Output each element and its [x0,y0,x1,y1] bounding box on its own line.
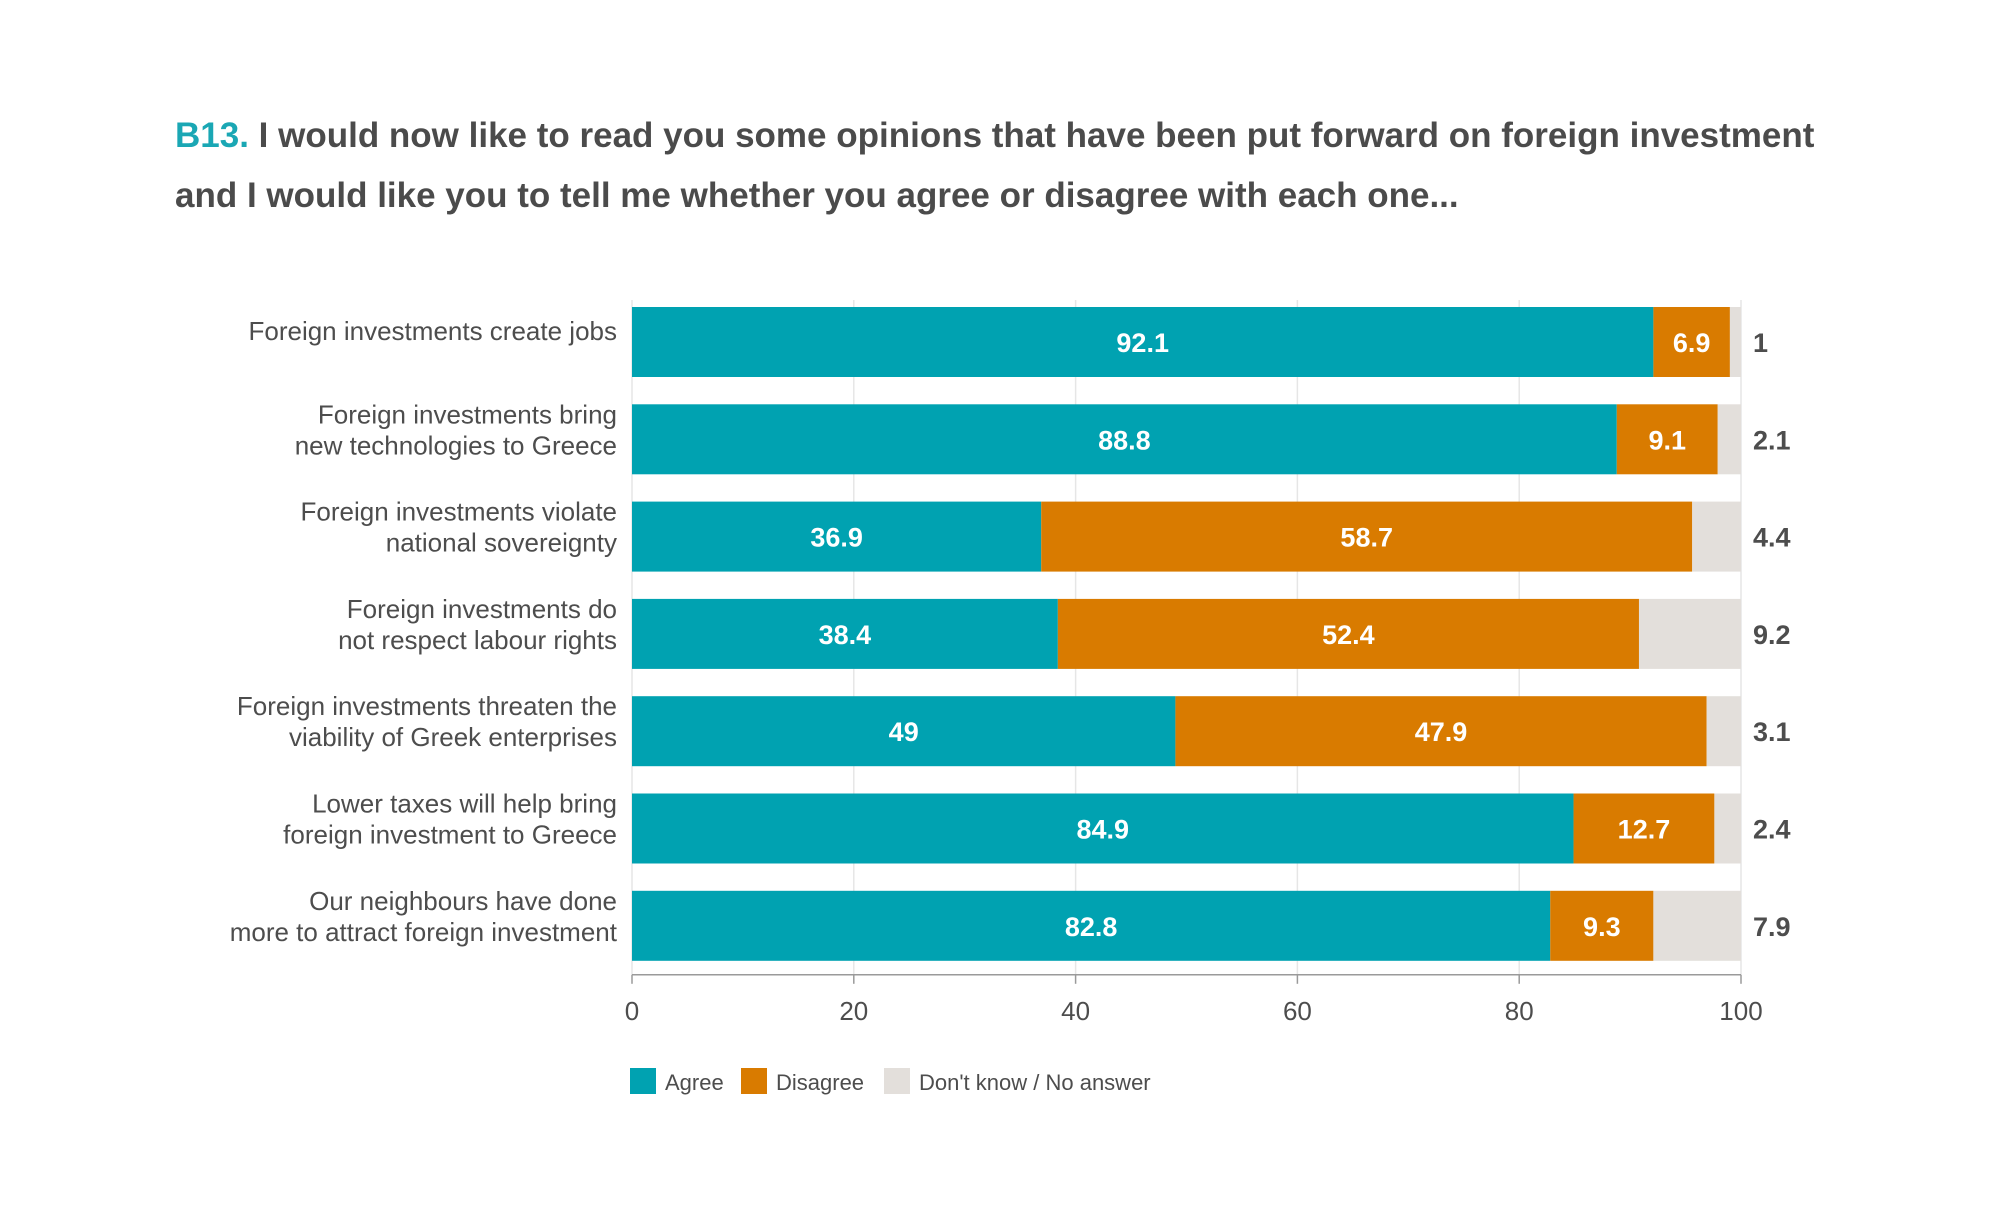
data-label: 84.9 [1076,815,1129,845]
bar-segment-disagree [1057,598,1639,669]
category-label: Foreign investments do [347,594,617,624]
data-label: 52.4 [1322,620,1375,650]
bar-segment-disagree [1041,501,1693,572]
data-label: 9.2 [1753,620,1791,650]
category-label: Our neighbours have done [309,886,617,916]
category-label: Foreign investments bring [318,399,617,429]
bar-segment-don-t-know-no-answer [1653,890,1741,961]
category-label: more to attract foreign investment [230,917,618,947]
bar-segment-disagree [1573,793,1715,864]
category-label: Foreign investments threaten the [237,691,617,721]
bar-segment-disagree [1653,307,1730,377]
x-tick-label: 60 [1283,996,1312,1026]
data-label: 36.9 [810,523,863,553]
data-label: 1 [1753,328,1768,358]
bar-segment-don-t-know-no-answer [1729,307,1741,377]
data-label: 82.8 [1065,912,1118,942]
bar-segment-don-t-know-no-answer [1638,598,1741,669]
data-label: 38.4 [819,620,872,650]
x-tick-label: 100 [1719,996,1762,1026]
bar-segment-disagree [1550,890,1654,961]
x-axis: 0 20 40 60 80 100 [625,974,1763,1026]
bar-segment-agree [632,890,1551,961]
legend-swatch [884,1068,910,1094]
category-label: not respect labour rights [338,625,617,655]
legend-label: Don't know / No answer [919,1070,1151,1095]
bar-segment-agree [632,307,1654,377]
data-label: 47.9 [1415,717,1468,747]
legend-swatch [741,1068,767,1094]
data-label: 4.4 [1753,523,1791,553]
chart-title: B13. I would now like to read you some o… [175,106,1875,226]
bar-segment-agree [632,696,1176,767]
data-label: 7.9 [1753,912,1791,942]
data-label: 88.8 [1098,425,1151,455]
category-label: Lower taxes will help bring [312,789,617,819]
x-tick-label: 40 [1061,996,1090,1026]
bar-segment-don-t-know-no-answer [1714,793,1741,864]
category-label: foreign investment to Greece [283,820,617,850]
bar-segment-agree [632,598,1058,669]
bar-segment-don-t-know-no-answer [1692,501,1741,572]
data-label: 3.1 [1753,717,1791,747]
x-tick-label: 0 [625,996,639,1026]
legend-label: Agree [665,1070,724,1095]
category-label: national sovereignty [386,528,617,558]
data-label: 2.4 [1753,815,1791,845]
legend-label: Disagree [776,1070,864,1095]
category-label: viability of Greek enterprises [289,722,617,752]
x-tick-label: 20 [839,996,868,1026]
bar-segment-agree [632,501,1042,572]
data-label: 2.1 [1753,425,1791,455]
data-label: 9.3 [1583,912,1621,942]
bar-segment-agree [632,793,1574,864]
category-labels: Foreign investments create jobs Foreign i… [230,316,618,947]
question-id: B13. [175,116,249,155]
data-label: 9.1 [1648,425,1686,455]
bars: 92.1 6.9 1 88.8 9.1 2.1 36.9 58.7 4.4 38.4 52.4 9.2… [632,307,1791,961]
legend: Agree Disagree Don't know / No answer [630,1068,1151,1095]
bar-segment-disagree [1175,696,1707,767]
bar-segment-disagree [1616,404,1718,475]
x-tick-label: 80 [1505,996,1534,1026]
legend-swatch [630,1068,656,1094]
data-label: 92.1 [1116,328,1169,358]
data-label: 58.7 [1340,523,1393,553]
category-label: Foreign investments violate [301,497,617,527]
category-label: Foreign investments create jobs [248,316,617,346]
bar-segment-don-t-know-no-answer [1706,696,1741,767]
bar-segment-don-t-know-no-answer [1717,404,1741,475]
data-label: 6.9 [1673,328,1711,358]
data-label: 12.7 [1618,815,1671,845]
bar-segment-agree [632,404,1617,475]
category-label: new technologies to Greece [295,430,617,460]
question-text: I would now like to read you some opinio… [175,116,1815,215]
data-label: 49 [889,717,919,747]
